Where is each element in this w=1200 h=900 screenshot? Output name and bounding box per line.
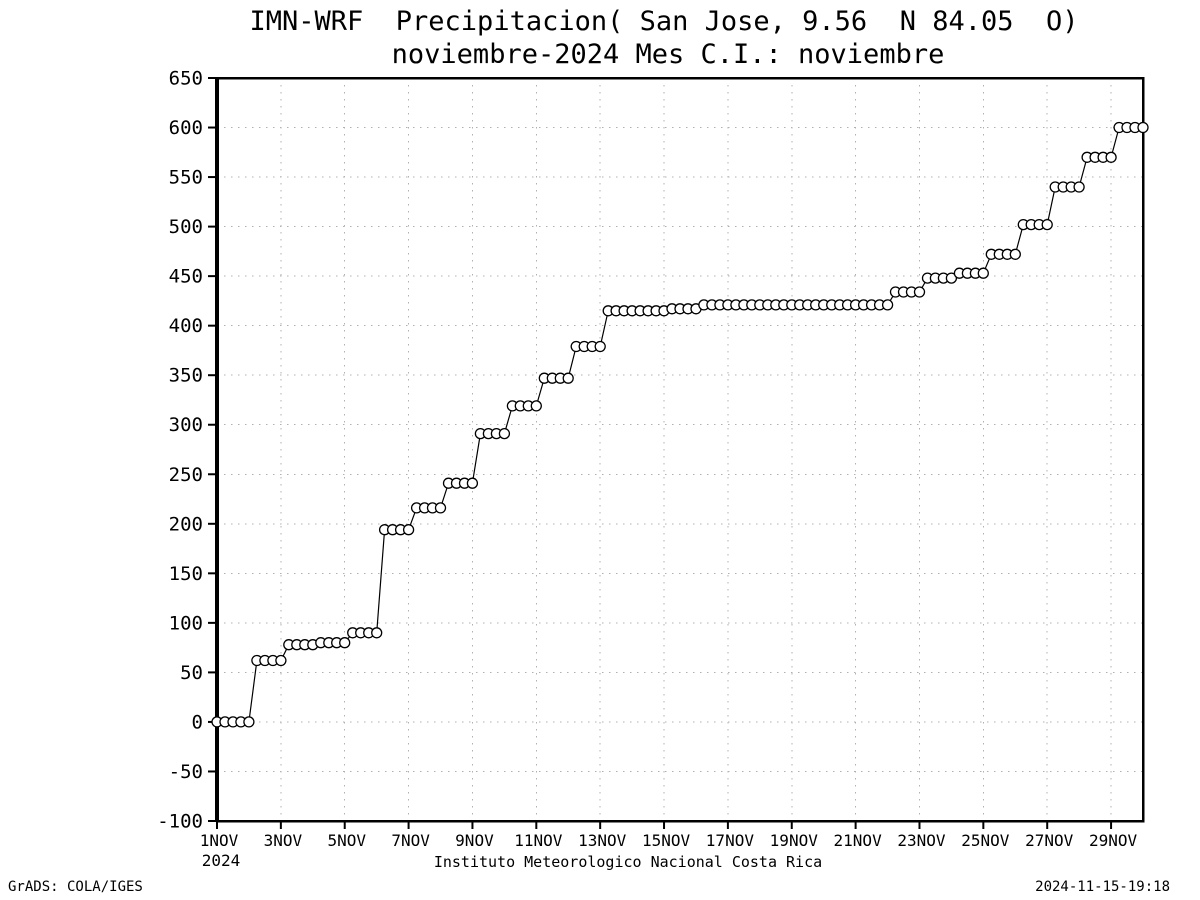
- x-tick-label: 15NOV: [642, 831, 691, 850]
- precipitation-series: [211, 121, 1149, 728]
- data-point-marker: [1009, 248, 1021, 260]
- y-tick-label: 400: [169, 315, 203, 337]
- y-tick-label: 600: [169, 117, 203, 139]
- data-point-marker: [1105, 151, 1117, 163]
- data-point-marker: [275, 654, 287, 667]
- data-point-marker: [339, 637, 351, 649]
- data-point-marker: [1041, 218, 1053, 231]
- x-axis-title: Instituto Meteorologico Nacional Costa R…: [434, 853, 822, 871]
- x-tick-label: 27NOV: [1025, 831, 1074, 850]
- x-tick-label: 5NOV: [327, 831, 366, 850]
- data-point-marker: [371, 627, 383, 639]
- x-tick-label: 7NOV: [391, 831, 430, 850]
- x-tick-label: 21NOV: [834, 831, 883, 850]
- chart-title-line-2: noviembre-2024 Mes C.I.: noviembre: [392, 39, 945, 70]
- data-point-marker: [498, 427, 511, 440]
- x-tick-label: 19NOV: [770, 831, 819, 850]
- y-tick-label: -100: [157, 811, 203, 833]
- data-point-marker: [1137, 121, 1149, 134]
- data-point-marker: [562, 372, 574, 384]
- data-point-marker: [977, 267, 989, 279]
- data-point-marker: [466, 477, 479, 489]
- data-point-marker: [881, 299, 894, 311]
- y-tick-label: 50: [180, 662, 203, 684]
- x-tick-sublabel: 2024: [202, 851, 241, 870]
- y-tick-label: 550: [169, 167, 203, 189]
- y-tick-label: 150: [169, 563, 203, 585]
- data-point-marker: [1073, 181, 1085, 193]
- y-tick-label: 250: [169, 464, 203, 486]
- plot-border: [215, 76, 1145, 823]
- y-tick-label: 650: [169, 68, 203, 90]
- data-point-marker: [402, 524, 415, 536]
- x-tick-label: 11NOV: [514, 831, 563, 850]
- y-tick-label: 100: [169, 612, 203, 634]
- x-tick-label: 1NOV: [200, 831, 239, 850]
- data-point-marker: [594, 340, 606, 353]
- x-tick-label: 25NOV: [961, 831, 1010, 850]
- y-tick-label: 200: [169, 513, 203, 535]
- data-point-marker: [913, 286, 926, 298]
- chart-title-line-1: IMN-WRF Precipitacion( San Jose, 9.56 N …: [249, 6, 1078, 37]
- x-tick-label: 9NOV: [455, 831, 494, 850]
- y-tick-label: 0: [192, 711, 203, 733]
- y-tick-label: 500: [169, 216, 203, 238]
- x-tick-label: 3NOV: [264, 831, 303, 850]
- y-tick-label: 350: [169, 365, 203, 387]
- y-tick-label: -50: [169, 761, 203, 783]
- axis-ticks-and-labels: 650600550500450400350300250200150100500-…: [157, 68, 1137, 871]
- x-tick-label: 23NOV: [897, 831, 946, 850]
- render-timestamp: 2024-11-15-19:18: [1035, 879, 1170, 895]
- y-tick-label: 450: [169, 266, 203, 288]
- x-tick-label: 13NOV: [578, 831, 627, 850]
- grads-credit: GrADS: COLA/IGES: [8, 879, 143, 895]
- data-point-marker: [945, 272, 958, 284]
- x-tick-label: 17NOV: [706, 831, 755, 850]
- gridlines: [217, 78, 1143, 821]
- data-point-marker: [434, 502, 447, 514]
- y-tick-label: 300: [169, 414, 203, 436]
- plot-frame: [215, 76, 1145, 823]
- data-point-marker: [530, 400, 542, 412]
- x-tick-label: 29NOV: [1089, 831, 1138, 850]
- data-point-marker: [243, 716, 255, 728]
